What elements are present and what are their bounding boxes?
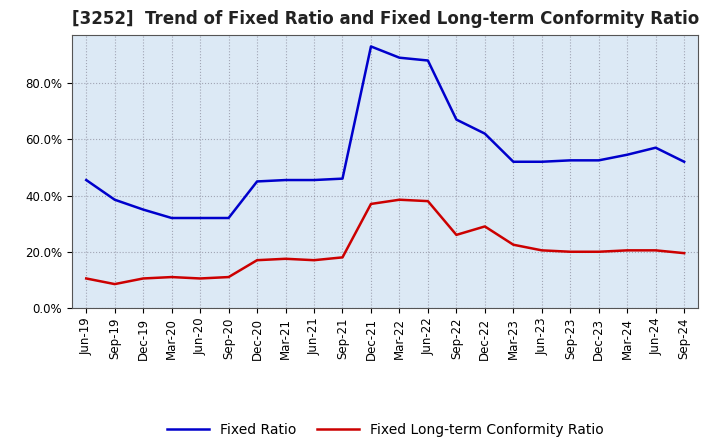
Fixed Long-term Conformity Ratio: [623, 248, 631, 253]
Fixed Ratio: [680, 159, 688, 165]
Fixed Long-term Conformity Ratio: [196, 276, 204, 281]
Fixed Ratio: [395, 55, 404, 60]
Fixed Ratio: [338, 176, 347, 181]
Fixed Ratio: [480, 131, 489, 136]
Fixed Long-term Conformity Ratio: [652, 248, 660, 253]
Fixed Ratio: [139, 207, 148, 212]
Fixed Ratio: [623, 152, 631, 158]
Fixed Long-term Conformity Ratio: [310, 257, 318, 263]
Fixed Long-term Conformity Ratio: [509, 242, 518, 247]
Fixed Ratio: [566, 158, 575, 163]
Line: Fixed Ratio: Fixed Ratio: [86, 47, 684, 218]
Fixed Ratio: [110, 197, 119, 202]
Fixed Long-term Conformity Ratio: [167, 275, 176, 280]
Fixed Long-term Conformity Ratio: [253, 257, 261, 263]
Fixed Ratio: [253, 179, 261, 184]
Fixed Ratio: [310, 177, 318, 183]
Fixed Long-term Conformity Ratio: [680, 250, 688, 256]
Fixed Ratio: [423, 58, 432, 63]
Fixed Ratio: [366, 44, 375, 49]
Fixed Long-term Conformity Ratio: [338, 255, 347, 260]
Fixed Ratio: [282, 177, 290, 183]
Fixed Ratio: [509, 159, 518, 165]
Fixed Ratio: [452, 117, 461, 122]
Fixed Ratio: [652, 145, 660, 150]
Fixed Ratio: [167, 215, 176, 220]
Fixed Long-term Conformity Ratio: [480, 224, 489, 229]
Fixed Long-term Conformity Ratio: [566, 249, 575, 254]
Title: [3252]  Trend of Fixed Ratio and Fixed Long-term Conformity Ratio: [3252] Trend of Fixed Ratio and Fixed Lo…: [71, 10, 699, 28]
Fixed Long-term Conformity Ratio: [595, 249, 603, 254]
Fixed Ratio: [595, 158, 603, 163]
Fixed Long-term Conformity Ratio: [395, 197, 404, 202]
Fixed Long-term Conformity Ratio: [423, 198, 432, 204]
Legend: Fixed Ratio, Fixed Long-term Conformity Ratio: Fixed Ratio, Fixed Long-term Conformity …: [161, 418, 609, 440]
Fixed Long-term Conformity Ratio: [225, 275, 233, 280]
Fixed Ratio: [196, 215, 204, 220]
Fixed Long-term Conformity Ratio: [139, 276, 148, 281]
Line: Fixed Long-term Conformity Ratio: Fixed Long-term Conformity Ratio: [86, 200, 684, 284]
Fixed Ratio: [82, 177, 91, 183]
Fixed Long-term Conformity Ratio: [110, 282, 119, 287]
Fixed Long-term Conformity Ratio: [282, 256, 290, 261]
Fixed Long-term Conformity Ratio: [452, 232, 461, 238]
Fixed Long-term Conformity Ratio: [366, 202, 375, 207]
Fixed Ratio: [225, 215, 233, 220]
Fixed Long-term Conformity Ratio: [82, 276, 91, 281]
Fixed Ratio: [537, 159, 546, 165]
Fixed Long-term Conformity Ratio: [537, 248, 546, 253]
